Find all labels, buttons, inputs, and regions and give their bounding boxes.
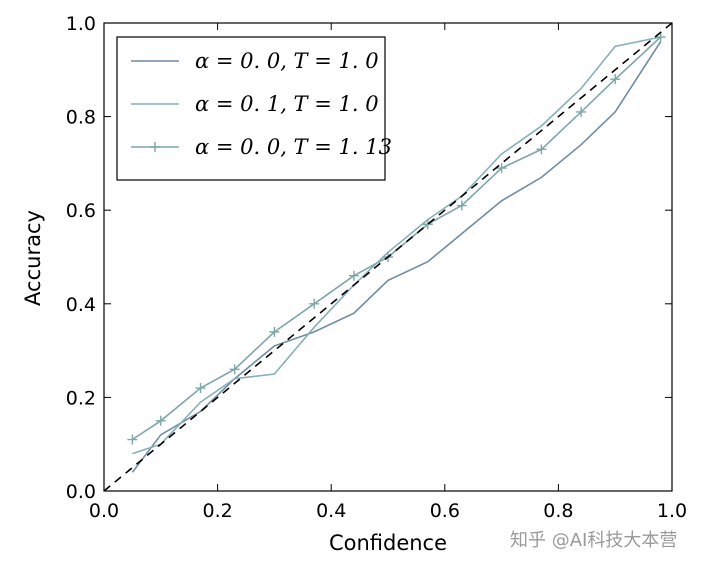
series-3-marker: [229, 364, 240, 375]
x-tick-label: 0.8: [543, 500, 573, 522]
series-3-marker: [655, 32, 666, 43]
legend-swatch-marker: [150, 142, 160, 152]
legend-label-3: α = 0. 0, T = 1. 13: [195, 135, 392, 159]
marks-layer: [103, 22, 673, 492]
y-tick-label: 1.0: [66, 13, 96, 35]
series-3-marker: [269, 326, 280, 337]
series-3-marker: [456, 200, 467, 211]
x-tick-label: 0.6: [430, 500, 460, 522]
series-3-marker: [309, 298, 320, 309]
watermark-text: 知乎 @AI科技大本营: [510, 530, 677, 551]
series-3-marker: [496, 163, 507, 174]
series-3-marker: [422, 219, 433, 230]
y-tick-label: 0.4: [66, 294, 96, 316]
x-tick-label: 0.0: [89, 500, 119, 522]
y-tick-label: 0.6: [66, 200, 96, 222]
legend-label-1: α = 0. 0, T = 1. 0: [195, 49, 379, 73]
series-3-marker: [536, 144, 547, 155]
y-axis-label: Accuracy: [21, 210, 45, 306]
series-3-marker: [610, 74, 621, 85]
legend-label-2: α = 0. 1, T = 1. 0: [195, 92, 379, 116]
legend: α = 0. 0, T = 1. 0 α = 0. 1, T = 1. 0 α = …: [116, 36, 392, 181]
series-3-marker: [195, 383, 206, 394]
x-tick-label: 0.4: [316, 500, 346, 522]
series-3-marker: [348, 270, 359, 281]
y-tick-label: 0.0: [66, 481, 96, 503]
x-axis-label: Confidence: [329, 531, 447, 555]
y-tick-label: 0.8: [66, 107, 96, 129]
ticks-layer: 0.0 0.2 0.4 0.6 0.8 1.0 0.0 0.2 0.4 0.6 0.8 1.0: [66, 13, 687, 522]
x-tick-label: 0.2: [202, 500, 232, 522]
series-3-marker: [576, 106, 587, 117]
y-tick-label: 0.2: [66, 387, 96, 409]
series-3-marker: [155, 415, 166, 426]
series-3-marker: [127, 434, 138, 445]
series-line-1: [131, 41, 662, 473]
x-tick-label: 1.0: [657, 500, 687, 522]
plot-frame: [103, 22, 673, 492]
reference-diagonal-line: [103, 22, 673, 492]
